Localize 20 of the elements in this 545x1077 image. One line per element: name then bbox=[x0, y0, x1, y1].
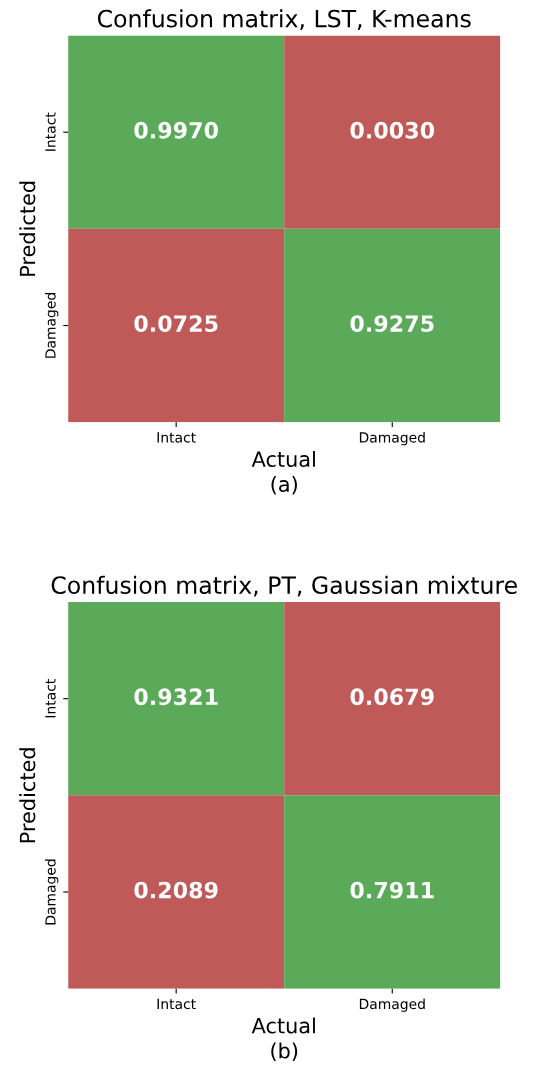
data-label: 0.7911 bbox=[350, 881, 434, 899]
x-axis-title: Actual bbox=[251, 1017, 315, 1034]
x-axis-title: Actual bbox=[251, 450, 315, 468]
y-tick-label: Damaged bbox=[44, 293, 59, 358]
chart-title: Confusion matrix, PT, Gaussian mixture bbox=[51, 575, 517, 597]
data-label: 0.0725 bbox=[134, 315, 218, 332]
y-axis-title: Predicted bbox=[19, 181, 36, 276]
data-label: 0.0679 bbox=[350, 688, 434, 706]
data-label: 0.9321 bbox=[134, 688, 218, 706]
data-label: 0.9970 bbox=[134, 121, 218, 139]
data-label: 0.2089 bbox=[134, 881, 218, 899]
text: (a) bbox=[271, 475, 297, 495]
data-label: 0.0030 bbox=[350, 121, 435, 139]
y-axis-title: Predicted bbox=[19, 748, 36, 843]
y-tick-label: Intact bbox=[45, 112, 56, 151]
text: (b) bbox=[271, 1042, 298, 1061]
data-label: 0.9275 bbox=[350, 315, 434, 332]
y-tick-label: Damaged bbox=[44, 859, 59, 925]
y-tick-label: Intact bbox=[45, 679, 56, 718]
chart-title: Confusion matrix, LST, K-means bbox=[97, 9, 471, 30]
